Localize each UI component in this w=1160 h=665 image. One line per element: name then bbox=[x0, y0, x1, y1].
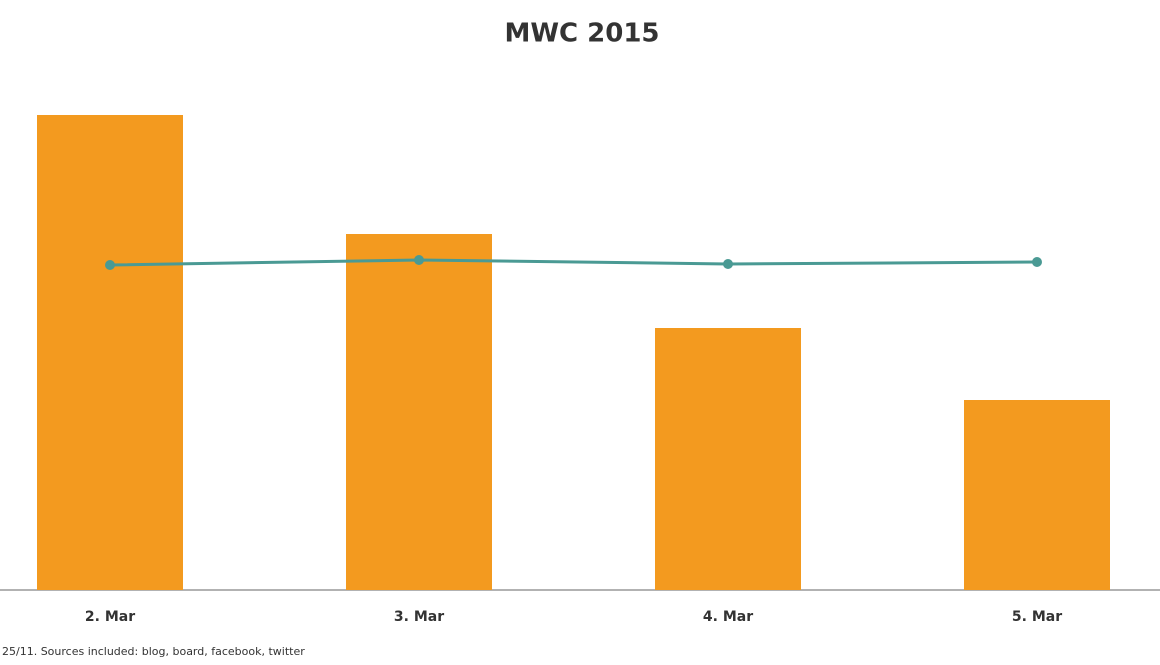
line bbox=[109, 258, 1038, 267]
footnote: 25/11. Sources included: blog, board, fa… bbox=[2, 645, 305, 658]
chart-title: MWC 2015 bbox=[504, 19, 659, 49]
line-marker bbox=[414, 255, 424, 265]
bar bbox=[37, 115, 183, 590]
x-tick-label: 5. Mar bbox=[1012, 609, 1062, 625]
bar bbox=[655, 328, 801, 590]
x-tick-label: 3. Mar bbox=[394, 609, 444, 625]
bar bbox=[346, 234, 492, 590]
x-tick-label: 2. Mar bbox=[85, 609, 135, 625]
x-tick-label: 4. Mar bbox=[703, 609, 753, 625]
line-marker bbox=[1032, 257, 1042, 267]
line-marker bbox=[723, 259, 733, 269]
bar bbox=[964, 400, 1110, 590]
line-marker bbox=[105, 260, 115, 270]
